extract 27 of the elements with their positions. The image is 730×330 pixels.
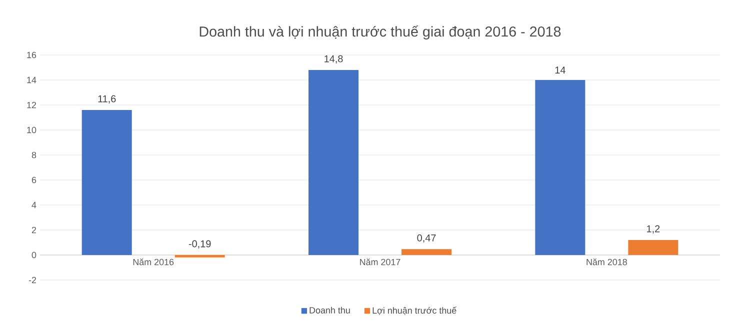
y-tick-label: 16	[27, 52, 36, 58]
y-tick-label: 10	[27, 126, 36, 134]
bar	[535, 80, 586, 255]
y-tick-label: 12	[27, 102, 36, 108]
x-tick-label: Năm 2018	[586, 258, 627, 266]
data-label: 11,6	[98, 95, 116, 104]
data-label: 14	[555, 66, 566, 74]
bar	[402, 249, 452, 255]
bar	[628, 240, 678, 255]
x-tick-label: Năm 2016	[133, 258, 174, 266]
data-label: 14,8	[324, 55, 343, 64]
chart-title: Doanh thu và lợi nhuận trước thuế giai đoạn 2016 - 2018	[200, 25, 561, 40]
legend-label: Lợi nhuận trước thuế	[372, 306, 456, 315]
y-tick-label: 2	[32, 226, 36, 234]
y-tick-label: 4	[32, 202, 36, 208]
legend-label: Doanh thu	[310, 306, 350, 314]
y-tick-label: 8	[32, 152, 36, 158]
y-tick-label: 14	[27, 76, 36, 84]
y-tick-label: 6	[32, 176, 36, 184]
x-tick-label: Năm 2017	[360, 258, 400, 266]
data-label: 0,47	[417, 234, 436, 243]
data-label: -0,19	[188, 240, 211, 248]
bar	[308, 70, 359, 255]
data-label: 1,2	[647, 225, 660, 234]
y-tick-label: -2	[28, 276, 36, 284]
y-tick-label: 0	[32, 252, 36, 258]
bar	[82, 110, 132, 255]
